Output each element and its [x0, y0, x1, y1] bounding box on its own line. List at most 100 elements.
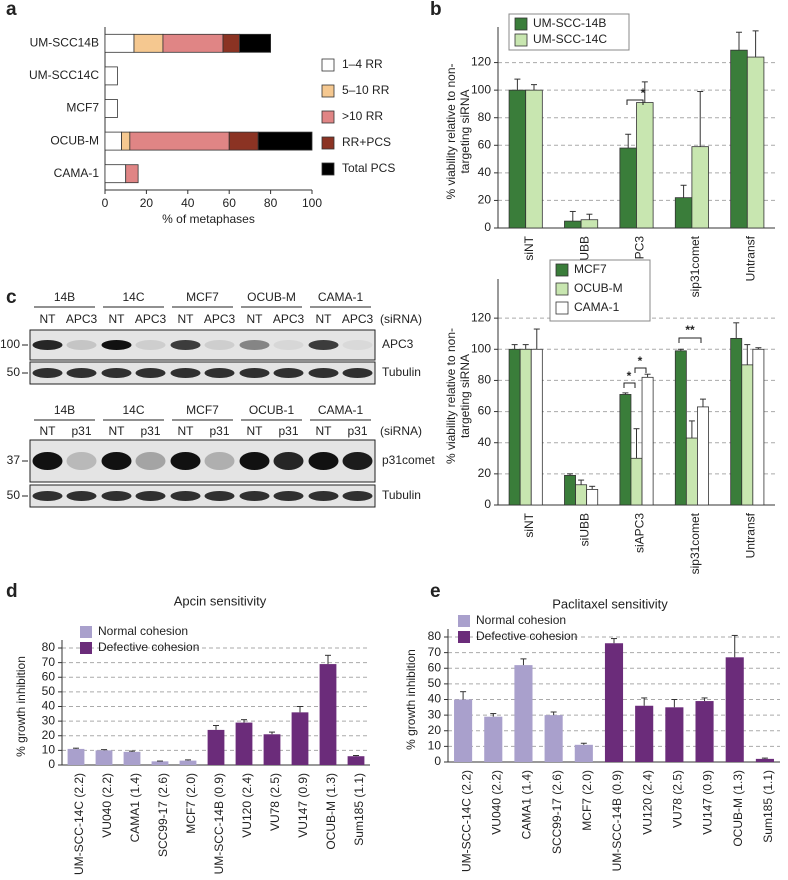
lane-label: NT — [109, 312, 126, 326]
lane-label: APC3 — [342, 312, 374, 326]
y-tick-label: 80 — [478, 373, 492, 387]
legend-label: Total PCS — [342, 161, 395, 175]
bar — [319, 664, 337, 765]
legend-label: UM-SCC-14B — [533, 16, 606, 30]
bar — [123, 751, 141, 765]
bar-segment — [104, 99, 118, 118]
x-tick-label: CAMA1 (1.4) — [520, 770, 534, 839]
lane-label: NT — [247, 424, 264, 438]
y-tick-label: OCUB-M — [50, 133, 99, 147]
bar — [179, 760, 197, 765]
y-tick-label: 0 — [484, 497, 491, 511]
x-tick-label: UM-SCC-14C (2.2) — [72, 773, 86, 875]
lane-label: p31 — [347, 424, 367, 438]
bar-segment — [162, 33, 224, 53]
bar-segment — [239, 33, 272, 53]
significance-bracket — [634, 367, 647, 373]
row-label: APC3 — [382, 337, 414, 351]
legend-label: RR+PCS — [342, 135, 391, 149]
y-tick-label: 20 — [428, 723, 442, 737]
bar — [67, 748, 85, 765]
legend-label: 1–4 RR — [342, 57, 383, 71]
x-tick-label: 40 — [181, 196, 195, 210]
x-tick-label: OCUB-M (1.3) — [731, 770, 745, 847]
y-axis-label: % growth inhibition — [404, 649, 418, 750]
blot-band — [204, 491, 235, 501]
lane-label: NT — [316, 312, 333, 326]
y-tick-label: 20 — [478, 193, 492, 207]
marker-label: 100 — [0, 337, 20, 351]
blot-band — [32, 368, 63, 378]
y-tick-label: 40 — [478, 165, 492, 179]
x-tick-label: siAPC3 — [633, 513, 647, 553]
panel-label: c — [6, 287, 17, 308]
blot-band — [342, 452, 373, 470]
marker-label: 50 — [7, 365, 21, 379]
legend-label: Defective cohesion — [98, 640, 199, 654]
bar — [641, 376, 654, 506]
blot-band — [170, 491, 201, 501]
lane-label: NT — [178, 424, 195, 438]
legend-swatch — [321, 84, 335, 98]
bar — [752, 348, 765, 506]
blot-band — [239, 368, 270, 378]
x-tick-label: siUBB — [577, 513, 591, 546]
x-tick-label: SCC99-17 (2.6) — [550, 770, 564, 854]
blot-band — [308, 368, 339, 378]
x-tick-label: Sum185 (1.1) — [352, 773, 366, 846]
bar-segment — [104, 33, 135, 53]
y-tick-label: 70 — [428, 645, 442, 659]
bar — [508, 348, 521, 506]
y-tick-label: 0 — [48, 757, 55, 771]
blot-band — [101, 452, 132, 470]
blot-band — [32, 452, 63, 470]
bar — [619, 394, 632, 506]
condition-label: (siRNA) — [380, 424, 422, 438]
y-tick-label: UM-SCC14B — [30, 35, 99, 49]
bar-segment — [129, 131, 230, 151]
y-axis-label: targeting siRNA — [458, 89, 472, 173]
bar — [695, 701, 714, 762]
bar — [665, 707, 684, 762]
x-tick-label: MCF7 (2.0) — [580, 770, 594, 831]
legend-swatch — [458, 631, 470, 643]
legend-label: 5–10 RR — [342, 83, 390, 97]
legend-swatch — [555, 301, 569, 315]
cell-line-label: MCF7 — [186, 403, 219, 417]
y-tick-label: 100 — [471, 341, 491, 355]
x-tick-label: 100 — [302, 196, 322, 210]
cell-line-label: CAMA-1 — [318, 403, 364, 417]
bar — [519, 348, 532, 506]
x-tick-label: UM-SCC-14C (2.2) — [459, 770, 473, 872]
bar — [564, 475, 576, 506]
bar — [151, 761, 169, 765]
row-label: Tubulin — [382, 365, 421, 379]
bar — [291, 712, 309, 765]
x-tick-label: CAMA1 (1.4) — [128, 773, 142, 842]
blot-band — [308, 491, 339, 501]
blot-band — [239, 452, 270, 470]
y-tick-label: MCF7 — [66, 101, 99, 115]
y-tick-label: CAMA-1 — [54, 166, 100, 180]
bar — [685, 437, 698, 506]
blot-band — [308, 340, 339, 350]
lane-label: p31 — [209, 424, 229, 438]
legend-swatch — [80, 642, 92, 654]
panel-label: b — [430, 0, 442, 20]
y-tick-label: UM-SCC14C — [29, 68, 99, 82]
bar — [746, 56, 765, 229]
x-tick-label: 80 — [264, 196, 278, 210]
y-tick-label: 60 — [478, 137, 492, 151]
bar — [674, 350, 687, 506]
row-label: Tubulin — [382, 488, 421, 502]
bar — [263, 734, 281, 765]
blot-band — [135, 452, 166, 470]
x-tick-label: SCC99-17 (2.6) — [156, 773, 170, 857]
blot-band — [273, 340, 304, 350]
y-tick-label: 50 — [428, 676, 442, 690]
bar — [508, 89, 527, 229]
blot-band — [273, 491, 304, 501]
lane-label: APC3 — [66, 312, 98, 326]
bar-segment — [104, 164, 127, 184]
bar — [544, 715, 563, 762]
